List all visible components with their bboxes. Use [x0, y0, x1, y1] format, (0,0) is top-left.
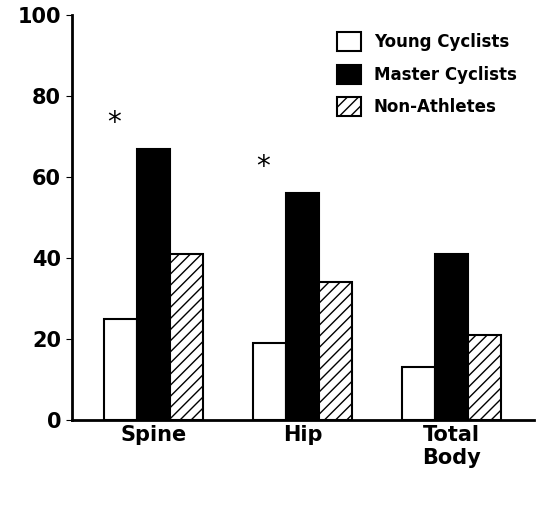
Text: *: *: [256, 153, 270, 181]
Text: *: *: [107, 109, 121, 137]
Bar: [137, 149, 170, 420]
Bar: [286, 194, 319, 420]
Bar: [435, 254, 468, 420]
Legend: Young Cyclists, Master Cyclists, Non-Athletes: Young Cyclists, Master Cyclists, Non-Ath…: [329, 24, 525, 125]
Bar: [468, 335, 501, 420]
Bar: [254, 343, 286, 420]
Bar: [170, 254, 202, 420]
Bar: [104, 318, 137, 420]
Bar: [319, 282, 351, 420]
Bar: [403, 367, 435, 420]
